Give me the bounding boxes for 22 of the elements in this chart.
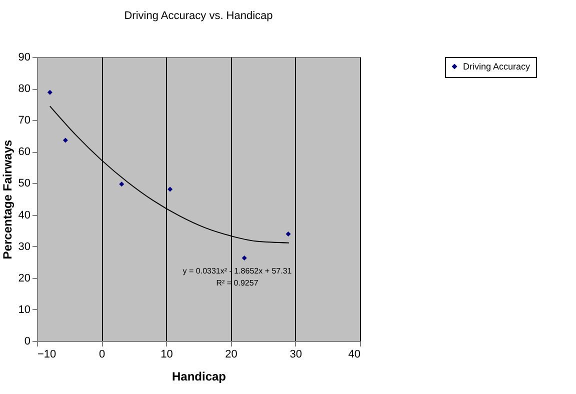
y-tick-label: 80 — [18, 83, 30, 96]
annotation: y = 0.0331x² - 1.8652x + 57.31 — [182, 266, 292, 276]
x-tick-label: 30 — [290, 348, 302, 360]
y-tick-label: 50 — [18, 178, 30, 190]
y-tick-label: 60 — [18, 146, 30, 158]
y-tick-label: 0 — [24, 336, 30, 348]
x-tick-label: −10 — [38, 348, 56, 360]
legend-label: Driving Accuracy — [463, 62, 531, 72]
chart-title: Driving Accuracy vs. Handicap — [124, 10, 273, 22]
y-tick-label: 10 — [18, 304, 30, 316]
y-tick-label: 90 — [18, 52, 30, 64]
y-axis-title: Percentage Fairways — [0, 139, 14, 260]
y-tick-label: 30 — [18, 240, 30, 253]
y-tick-label: 70 — [18, 114, 30, 127]
x-tick-label: 10 — [160, 348, 173, 360]
annotation: R² = 0.9257 — [216, 278, 259, 288]
x-axis-title: Handicap — [172, 370, 226, 384]
y-tick-label: 20 — [18, 272, 30, 284]
x-tick-label: 0 — [99, 348, 106, 360]
x-tick-label: 40 — [348, 348, 360, 360]
x-tick-label: 20 — [225, 348, 238, 360]
y-tick-label: 40 — [18, 209, 30, 222]
